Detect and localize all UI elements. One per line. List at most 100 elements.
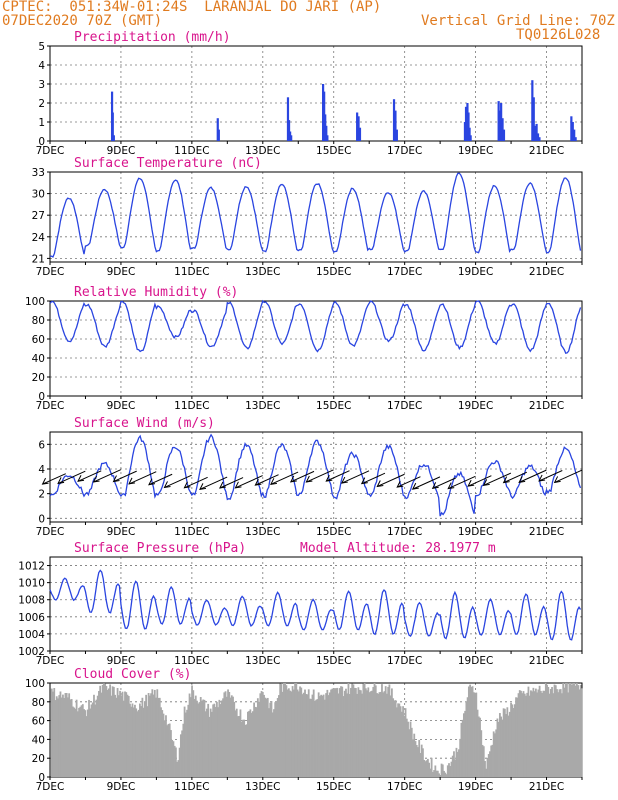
cloud-bar bbox=[243, 719, 246, 777]
panel-frame bbox=[49, 431, 583, 523]
cloud-bar bbox=[268, 708, 270, 777]
cloud-bar bbox=[238, 715, 241, 777]
cloud-bar bbox=[68, 693, 71, 777]
cloud-bar bbox=[402, 706, 404, 777]
cloud-bar bbox=[220, 700, 223, 777]
cloud-bar bbox=[544, 683, 547, 777]
cloud-bar bbox=[86, 709, 89, 777]
y-tick-label: 1010 bbox=[18, 578, 45, 590]
cloud-bar bbox=[371, 690, 373, 777]
cloud-bar bbox=[317, 692, 320, 777]
cloud-bar bbox=[553, 684, 556, 777]
x-tick-label: 19DEC bbox=[458, 526, 493, 538]
wind-arrow bbox=[128, 471, 157, 485]
cloud-bar bbox=[114, 694, 116, 777]
precip-bar bbox=[112, 135, 115, 141]
cloud-bar bbox=[526, 692, 529, 777]
cloud-bar bbox=[158, 697, 161, 777]
y-tick-label: 60 bbox=[32, 716, 45, 728]
cloud-bar bbox=[392, 698, 395, 777]
cloud-bar bbox=[179, 734, 182, 777]
cloud-bar bbox=[208, 716, 211, 777]
x-tick-label: 11DEC bbox=[174, 400, 209, 412]
wind-arrow bbox=[538, 470, 563, 482]
cloud-bar bbox=[119, 690, 121, 777]
cloud-bar bbox=[450, 761, 453, 777]
series-line bbox=[49, 299, 582, 354]
panel-frame bbox=[49, 45, 583, 142]
cloud-bar bbox=[477, 716, 480, 777]
cloud-bar bbox=[130, 706, 133, 777]
y-tick-label: 0 bbox=[38, 391, 45, 403]
cloud-bar bbox=[213, 703, 216, 777]
cloud-bar bbox=[510, 702, 512, 777]
cloud-bar bbox=[311, 694, 314, 777]
cloud-bar bbox=[458, 749, 460, 777]
cloud-bar bbox=[280, 684, 283, 777]
cloud-bar bbox=[74, 708, 77, 777]
cloud-bar bbox=[438, 773, 440, 777]
y-tick-label: 1012 bbox=[18, 561, 45, 573]
cloud-bar bbox=[234, 710, 237, 777]
cloud-bar bbox=[502, 708, 505, 777]
cloud-bar bbox=[356, 693, 359, 777]
precip-bar bbox=[570, 116, 573, 141]
cloud-bar bbox=[132, 707, 135, 777]
cloud-bar bbox=[161, 710, 164, 777]
precip-bar bbox=[574, 137, 577, 141]
cloud-bar bbox=[263, 694, 265, 777]
cloud-bar bbox=[495, 729, 498, 777]
cloud-bar bbox=[496, 718, 499, 777]
cloud-bar bbox=[314, 700, 316, 777]
wind-arrow bbox=[270, 471, 299, 485]
series-line bbox=[49, 433, 582, 517]
cloud-bar bbox=[331, 688, 334, 777]
cloud-bar bbox=[429, 768, 432, 777]
cloud-bar bbox=[116, 688, 119, 777]
precip-bar bbox=[469, 135, 472, 141]
cloud-bar bbox=[143, 701, 146, 777]
cloud-bar bbox=[93, 694, 95, 777]
y-tick-label: 2 bbox=[38, 489, 45, 501]
wind-arrow-head bbox=[148, 478, 156, 486]
wind-arrow-head bbox=[92, 475, 100, 483]
cloud-bar bbox=[433, 770, 436, 777]
wind-arrow-head bbox=[502, 476, 510, 484]
x-tick-label: 19DEC bbox=[458, 145, 493, 157]
precip-bar bbox=[326, 135, 329, 141]
cloud-bar bbox=[316, 699, 319, 777]
cloud-bar bbox=[249, 709, 252, 777]
cloud-bar bbox=[378, 692, 381, 777]
header-grid-note: Vertical Grid Line: 70Z bbox=[421, 13, 615, 29]
cloud-bar bbox=[209, 708, 212, 777]
cloud-bar bbox=[59, 691, 62, 777]
cloud-bar bbox=[182, 723, 185, 777]
cloud-bar bbox=[304, 689, 306, 777]
cloud-bar bbox=[498, 713, 501, 777]
precip-bar bbox=[464, 106, 468, 141]
cloud-bar bbox=[543, 690, 546, 777]
cloud-bar bbox=[335, 688, 337, 777]
cloud-bar bbox=[428, 762, 431, 777]
y-tick-label: 40 bbox=[32, 734, 45, 746]
cloud-bar bbox=[192, 690, 195, 777]
cloud-bar bbox=[89, 708, 92, 777]
cloud-bar bbox=[407, 721, 409, 777]
cloud-bar bbox=[444, 772, 447, 777]
cloud-bar bbox=[198, 702, 201, 777]
wind-arrow-head bbox=[482, 479, 490, 486]
cloud-bar bbox=[328, 692, 331, 777]
x-tick-label: 7DEC bbox=[36, 266, 65, 278]
cloud-bar bbox=[206, 708, 208, 777]
wind-arrow bbox=[518, 469, 547, 483]
cloud-bar bbox=[135, 708, 138, 777]
cloud-bar bbox=[76, 711, 79, 777]
cloud-bar bbox=[445, 774, 448, 777]
cloud-bar bbox=[84, 710, 87, 777]
wind-arrow bbox=[184, 476, 208, 489]
x-tick-label: 13DEC bbox=[245, 781, 280, 793]
cloud-bar bbox=[274, 702, 277, 777]
cloud-bar bbox=[71, 706, 74, 777]
x-tick-label: 21DEC bbox=[529, 400, 564, 412]
precip-bar bbox=[571, 122, 574, 141]
